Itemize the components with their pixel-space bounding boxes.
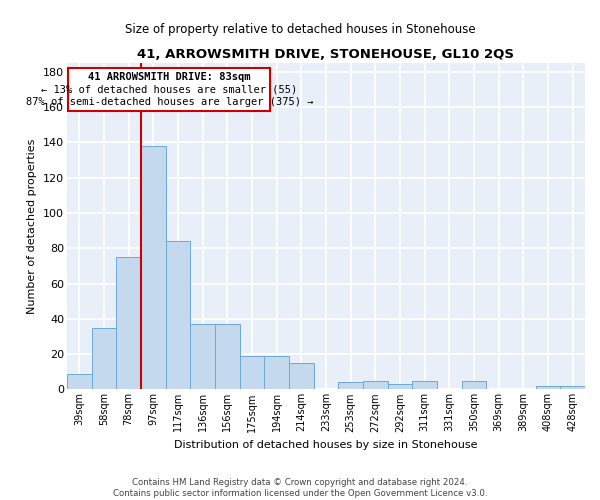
Text: ← 13% of detached houses are smaller (55): ← 13% of detached houses are smaller (55…	[41, 84, 298, 94]
Bar	[289, 363, 314, 390]
Bar	[412, 380, 437, 390]
Bar	[67, 374, 92, 390]
Text: Contains HM Land Registry data © Crown copyright and database right 2024.
Contai: Contains HM Land Registry data © Crown c…	[113, 478, 487, 498]
Bar	[264, 356, 289, 390]
Bar	[338, 382, 363, 390]
Bar	[116, 257, 141, 390]
Bar	[363, 380, 388, 390]
X-axis label: Distribution of detached houses by size in Stonehouse: Distribution of detached houses by size …	[174, 440, 478, 450]
Bar	[239, 356, 264, 390]
Text: Size of property relative to detached houses in Stonehouse: Size of property relative to detached ho…	[125, 22, 475, 36]
Bar	[536, 386, 560, 390]
Bar	[215, 324, 239, 390]
Bar	[388, 384, 412, 390]
Title: 41, ARROWSMITH DRIVE, STONEHOUSE, GL10 2QS: 41, ARROWSMITH DRIVE, STONEHOUSE, GL10 2…	[137, 48, 514, 60]
Bar	[166, 241, 190, 390]
Text: 41 ARROWSMITH DRIVE: 83sqm: 41 ARROWSMITH DRIVE: 83sqm	[88, 72, 251, 82]
Y-axis label: Number of detached properties: Number of detached properties	[28, 138, 37, 314]
Text: 87% of semi-detached houses are larger (375) →: 87% of semi-detached houses are larger (…	[26, 96, 313, 106]
Bar	[92, 328, 116, 390]
Bar	[560, 386, 585, 390]
Bar	[141, 146, 166, 390]
FancyBboxPatch shape	[68, 68, 271, 110]
Bar	[461, 380, 487, 390]
Bar	[190, 324, 215, 390]
